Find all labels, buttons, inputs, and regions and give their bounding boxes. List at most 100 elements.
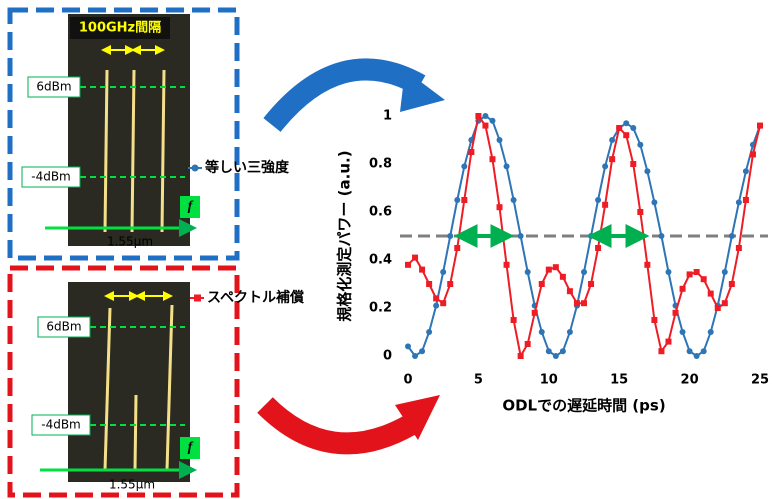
data-point xyxy=(482,113,488,119)
y-tick-label: 0.4 xyxy=(369,253,392,268)
data-point xyxy=(588,233,594,239)
data-point xyxy=(609,156,615,162)
x-axis-title: ODLでの遅延時間 (ps) xyxy=(502,397,665,415)
data-point xyxy=(475,113,481,119)
data-point xyxy=(729,281,735,287)
data-point xyxy=(489,118,495,124)
level-label: 6dBm xyxy=(46,320,81,334)
data-point xyxy=(708,291,714,297)
flow-arrow xyxy=(272,69,420,125)
x-tick-label: 5 xyxy=(474,373,483,388)
data-point xyxy=(504,262,510,268)
y-tick-label: 1 xyxy=(383,109,392,124)
data-point xyxy=(757,123,763,129)
data-point xyxy=(511,317,517,323)
flow-arrow xyxy=(265,405,410,443)
data-point xyxy=(602,163,608,169)
data-point xyxy=(419,267,425,273)
data-point xyxy=(419,348,425,354)
data-point xyxy=(680,286,686,292)
data-point xyxy=(644,262,650,268)
data-point xyxy=(658,348,664,354)
data-point xyxy=(623,120,629,126)
data-point xyxy=(454,245,460,251)
data-point xyxy=(560,274,566,280)
data-point xyxy=(658,233,664,239)
data-point xyxy=(736,199,742,205)
data-point xyxy=(553,353,559,359)
data-point xyxy=(447,233,453,239)
wavelength: 1.55μm xyxy=(107,235,153,249)
data-point xyxy=(623,132,629,138)
data-point xyxy=(743,168,749,174)
x-tick-label: 10 xyxy=(540,373,558,388)
data-point xyxy=(405,262,411,268)
data-point xyxy=(497,204,503,210)
data-point xyxy=(722,269,728,275)
data-point xyxy=(581,300,587,306)
data-point xyxy=(750,151,756,157)
data-point xyxy=(637,209,643,215)
data-point xyxy=(560,348,566,354)
data-point xyxy=(405,343,411,349)
data-point xyxy=(588,281,594,287)
data-point xyxy=(546,348,552,354)
data-point xyxy=(539,281,545,287)
data-point xyxy=(433,295,439,301)
data-point xyxy=(630,161,636,167)
data-point xyxy=(630,125,636,131)
data-point xyxy=(468,149,474,155)
data-point xyxy=(616,125,622,131)
data-point xyxy=(595,245,601,251)
x-tick-label: 0 xyxy=(403,373,412,388)
y-tick-label: 0.8 xyxy=(369,157,392,172)
data-point xyxy=(701,348,707,354)
data-point xyxy=(680,329,686,335)
data-point xyxy=(518,353,524,359)
legend-marker xyxy=(194,295,201,302)
data-point xyxy=(595,197,601,203)
data-point xyxy=(489,156,495,162)
data-point xyxy=(525,269,531,275)
data-point xyxy=(482,123,488,129)
y-tick-label: 0.6 xyxy=(369,205,392,220)
data-point xyxy=(497,137,503,143)
data-point xyxy=(574,300,580,306)
data-point xyxy=(412,353,418,359)
data-point xyxy=(412,255,418,261)
data-point xyxy=(609,137,615,143)
data-point xyxy=(722,300,728,306)
data-point xyxy=(454,197,460,203)
data-point xyxy=(644,168,650,174)
data-point xyxy=(651,199,657,205)
data-point xyxy=(694,269,700,275)
data-point xyxy=(518,233,524,239)
wavelength: 1.55μm xyxy=(109,478,155,492)
data-point xyxy=(708,329,714,335)
data-point xyxy=(637,142,643,148)
data-point xyxy=(546,267,552,273)
legend-label: スペクトル補償 xyxy=(207,289,305,306)
data-point xyxy=(665,269,671,275)
data-point xyxy=(665,339,671,345)
data-point xyxy=(673,310,679,316)
legend-label: 等しい三強度 xyxy=(205,159,290,176)
data-point xyxy=(426,281,432,287)
data-point xyxy=(743,197,749,203)
data-point xyxy=(736,245,742,251)
x-tick-label: 20 xyxy=(681,373,699,388)
photo xyxy=(68,14,190,246)
data-point xyxy=(461,163,467,169)
data-point xyxy=(447,281,453,287)
data-point xyxy=(567,288,573,294)
data-point xyxy=(687,348,693,354)
data-point xyxy=(715,305,721,311)
figure: 100GHz間隔 6dBm -4dBm f 1.55μm 6dBm -4dBm … xyxy=(0,0,772,499)
level-label: 6dBm xyxy=(36,80,71,94)
data-point xyxy=(504,163,510,169)
data-point xyxy=(701,276,707,282)
data-point xyxy=(461,197,467,203)
data-point xyxy=(440,269,446,275)
data-point xyxy=(440,300,446,306)
data-point xyxy=(426,329,432,335)
